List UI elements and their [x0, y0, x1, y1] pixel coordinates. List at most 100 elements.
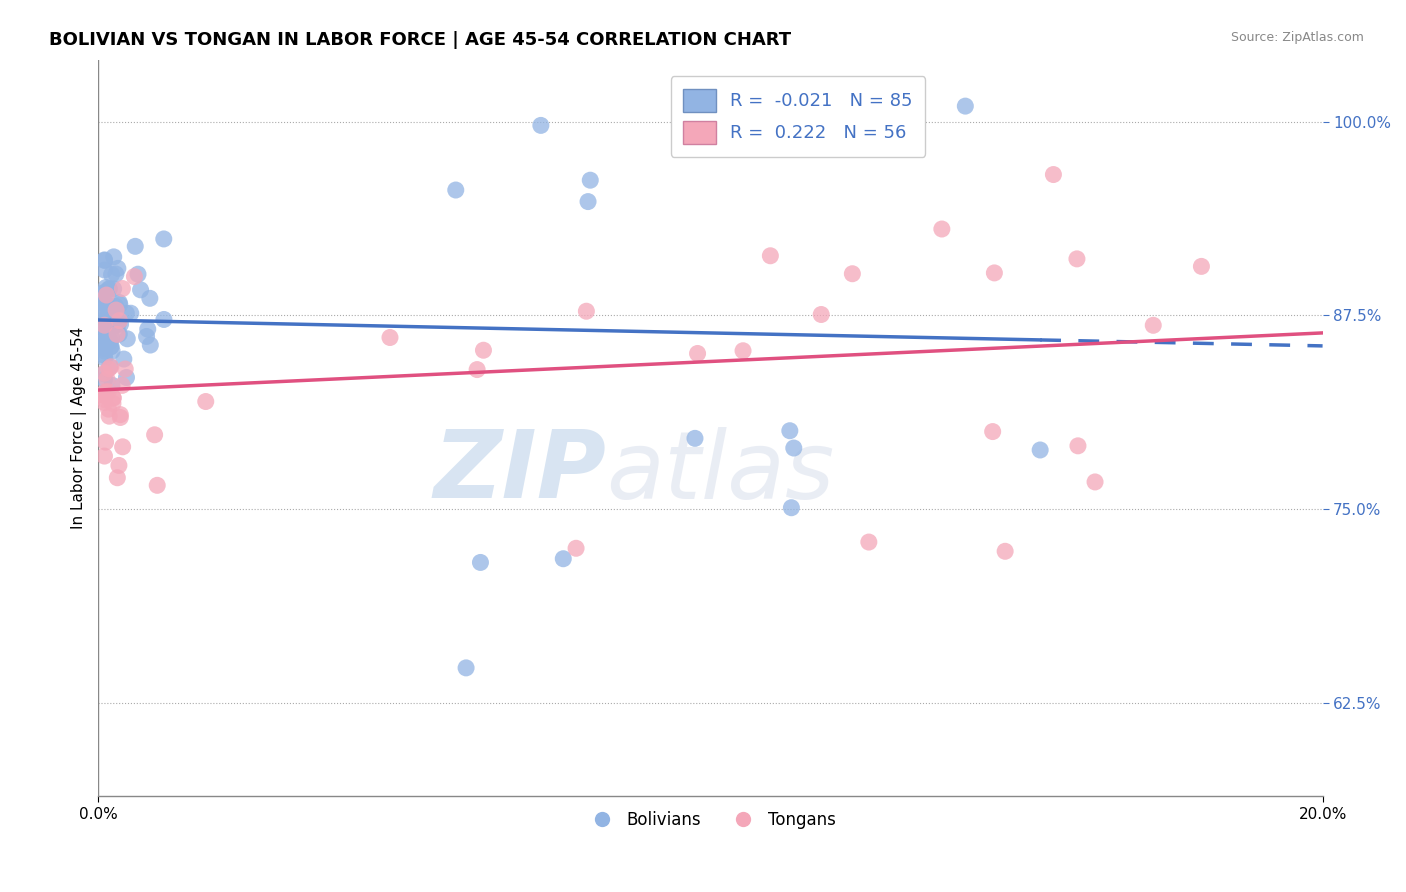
Point	[98, 359, 121, 374]
Point	[100, 340, 122, 354]
Point	[100, 359, 122, 374]
Point	[444, 183, 467, 197]
Point	[93, 302, 115, 317]
Point	[731, 103, 754, 118]
Point	[1142, 318, 1164, 333]
Point	[103, 250, 125, 264]
Point	[93, 373, 115, 387]
Point	[576, 194, 599, 209]
Point	[858, 535, 880, 549]
Point	[129, 283, 152, 297]
Point	[135, 329, 157, 343]
Point	[98, 282, 121, 296]
Point	[465, 362, 488, 376]
Point	[472, 343, 495, 358]
Point	[111, 378, 134, 392]
Point	[105, 327, 128, 342]
Point	[93, 285, 115, 300]
Point	[146, 478, 169, 492]
Point	[93, 340, 115, 354]
Point	[93, 343, 115, 358]
Point	[96, 310, 118, 324]
Point	[107, 261, 129, 276]
Point	[139, 291, 162, 305]
Point	[731, 343, 754, 358]
Point	[1029, 442, 1052, 457]
Point	[104, 299, 127, 313]
Point	[114, 362, 136, 376]
Point	[994, 544, 1017, 558]
Point	[93, 318, 115, 333]
Point	[93, 334, 115, 348]
Point	[105, 303, 128, 318]
Y-axis label: In Labor Force | Age 45-54: In Labor Force | Age 45-54	[72, 326, 87, 529]
Text: ZIP: ZIP	[433, 426, 606, 518]
Text: BOLIVIAN VS TONGAN IN LABOR FORCE | AGE 45-54 CORRELATION CHART: BOLIVIAN VS TONGAN IN LABOR FORCE | AGE …	[49, 31, 792, 49]
Point	[97, 361, 120, 376]
Point	[98, 334, 121, 348]
Point	[454, 661, 477, 675]
Point	[110, 317, 132, 331]
Point	[111, 281, 134, 295]
Point	[97, 282, 120, 296]
Point	[93, 366, 115, 380]
Point	[108, 313, 131, 327]
Point	[94, 280, 117, 294]
Point	[108, 327, 131, 342]
Point	[104, 267, 127, 281]
Point	[124, 239, 146, 253]
Point	[117, 332, 139, 346]
Point	[93, 304, 115, 318]
Text: atlas: atlas	[606, 426, 835, 517]
Point	[101, 331, 124, 345]
Point	[93, 388, 115, 402]
Point	[96, 288, 118, 302]
Point	[101, 344, 124, 359]
Point	[93, 449, 115, 463]
Point	[93, 386, 115, 401]
Point	[97, 309, 120, 323]
Point	[139, 338, 162, 352]
Point	[378, 330, 401, 344]
Point	[955, 99, 977, 113]
Point	[110, 408, 132, 422]
Point	[530, 119, 553, 133]
Point	[93, 285, 115, 300]
Point	[93, 296, 115, 310]
Point	[97, 324, 120, 338]
Point	[683, 431, 706, 445]
Point	[93, 388, 115, 402]
Point	[1042, 168, 1064, 182]
Point	[779, 424, 801, 438]
Point	[93, 339, 115, 353]
Point	[103, 316, 125, 330]
Point	[94, 435, 117, 450]
Point	[194, 394, 217, 409]
Point	[152, 232, 174, 246]
Point	[98, 308, 121, 322]
Legend: Bolivians, Tongans: Bolivians, Tongans	[578, 805, 842, 836]
Point	[98, 409, 121, 424]
Point	[93, 342, 115, 356]
Point	[1067, 439, 1090, 453]
Point	[101, 391, 124, 405]
Point	[108, 458, 131, 473]
Point	[127, 267, 149, 281]
Point	[780, 500, 803, 515]
Point	[810, 308, 832, 322]
Point	[841, 267, 863, 281]
Point	[94, 321, 117, 335]
Point	[93, 297, 115, 311]
Point	[112, 352, 135, 367]
Point	[94, 351, 117, 366]
Point	[97, 333, 120, 347]
Point	[931, 222, 953, 236]
Point	[93, 288, 115, 302]
Point	[93, 323, 115, 337]
Point	[124, 269, 146, 284]
Point	[107, 317, 129, 331]
Point	[983, 266, 1005, 280]
Point	[1189, 260, 1212, 274]
Point	[108, 298, 131, 312]
Point	[115, 370, 138, 384]
